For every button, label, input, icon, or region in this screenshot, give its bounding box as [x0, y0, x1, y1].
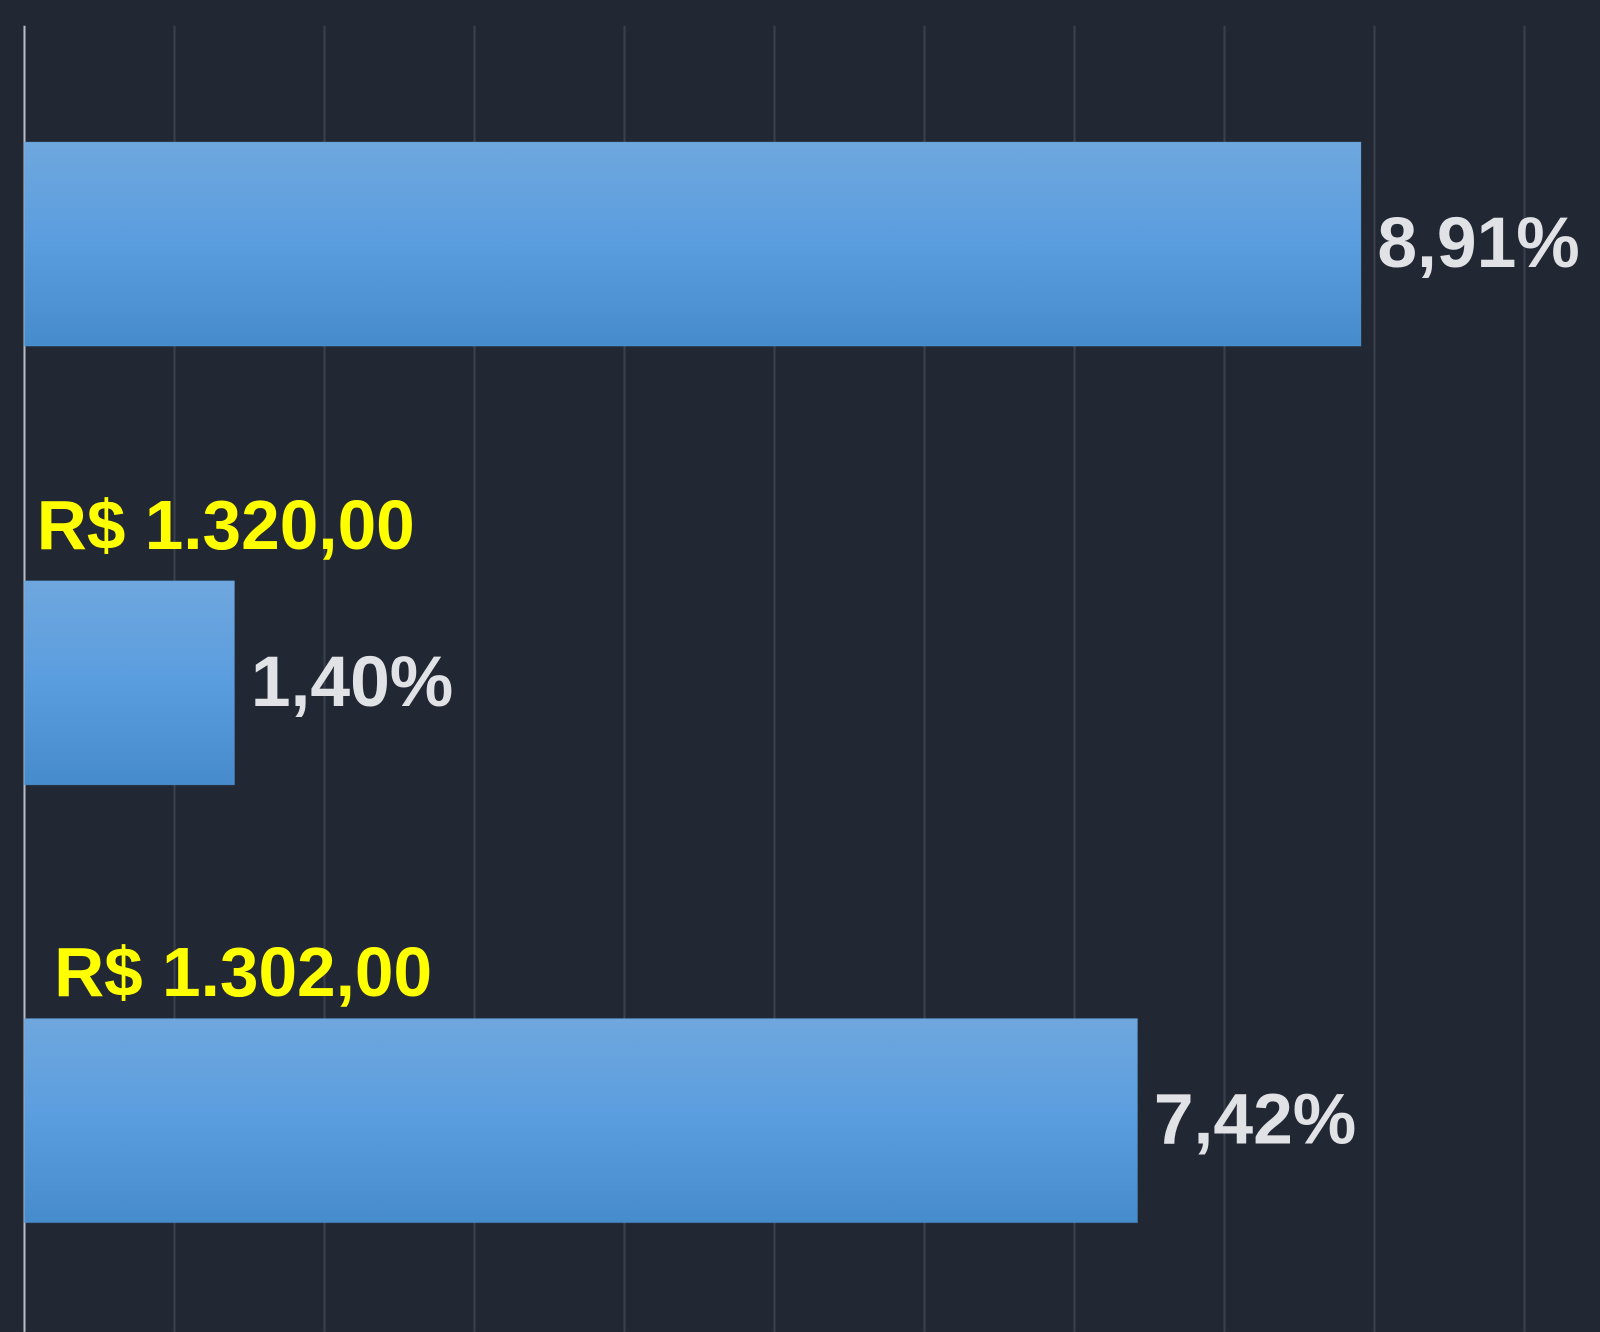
bar [23, 580, 236, 786]
value-label: 1,40% [251, 642, 453, 722]
annotation: R$ 1.302,00 [54, 933, 432, 1011]
value-label: 8,91% [1377, 203, 1579, 283]
bar [23, 141, 1362, 347]
bar [23, 1018, 1138, 1224]
annotation: R$ 1.320,00 [37, 486, 415, 564]
value-label: 7,42% [1154, 1080, 1356, 1160]
